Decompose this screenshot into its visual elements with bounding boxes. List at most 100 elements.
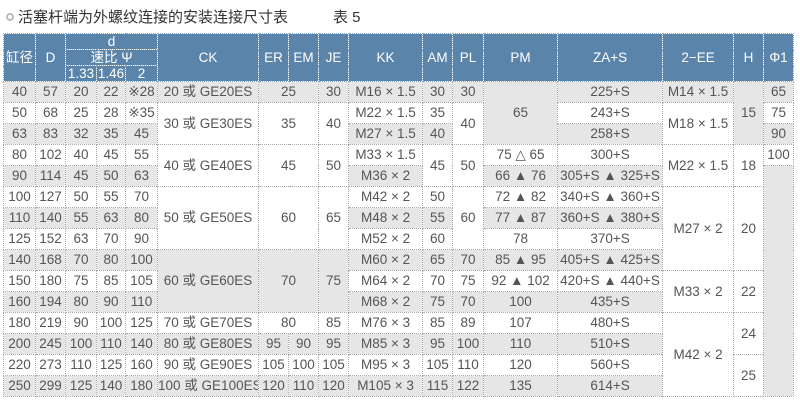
header-EM: EM bbox=[288, 33, 320, 82]
cell-KK: M64 × 2 bbox=[348, 270, 424, 292]
header-EE: 2−EE bbox=[662, 33, 735, 82]
cell-ZA: 435+S bbox=[557, 291, 664, 313]
cell-EE: M27 × 2 bbox=[662, 186, 735, 271]
cell-JE: 75 bbox=[318, 249, 350, 313]
cell-D: 168 bbox=[35, 249, 66, 271]
header-ratio-1.46: 1.46 bbox=[96, 65, 126, 82]
cell-PM: 85 ▲ 95 bbox=[483, 249, 559, 271]
cell-D: 57 bbox=[35, 81, 66, 103]
cell-PM: 110 bbox=[483, 333, 559, 355]
cell-D: 140 bbox=[35, 207, 66, 229]
cell-d-2: 105 bbox=[124, 270, 159, 292]
header-D: D bbox=[35, 33, 66, 82]
cell-bore: 40 bbox=[3, 81, 36, 103]
cell-d-1.33: 125 bbox=[65, 375, 97, 397]
cell-d-1.33: 90 bbox=[65, 312, 97, 334]
cell-d-1.33: 25 bbox=[65, 102, 97, 124]
cell-ZA: 420+S ▲ 440+S bbox=[557, 270, 664, 292]
cell-bore: 50 bbox=[3, 102, 36, 124]
cell-CK: 80 或 GE80ES bbox=[157, 333, 260, 355]
cell-bore: 80 bbox=[3, 144, 36, 166]
cell-ZA: 340+S ▲ 360+S bbox=[557, 186, 664, 208]
cell-PM: 65 bbox=[483, 81, 559, 145]
cell-bore: 63 bbox=[3, 123, 36, 145]
cell-PL: 75 bbox=[452, 270, 485, 292]
cell-CK: 70 或 GE70ES bbox=[157, 312, 260, 334]
cell-AM: 70 bbox=[422, 270, 454, 292]
cell-d-1.33: 110 bbox=[65, 354, 97, 376]
cell-D: 102 bbox=[35, 144, 66, 166]
header-CK: CK bbox=[157, 33, 260, 82]
cell-KK: M52 × 2 bbox=[348, 228, 424, 250]
cell-PM: 75 △ 65 bbox=[483, 144, 559, 166]
cell-AM: 60 bbox=[422, 228, 454, 250]
cell-KK: M36 × 2 bbox=[348, 165, 424, 187]
cell-H: 24 bbox=[733, 312, 765, 355]
cell-KK: M48 × 2 bbox=[348, 207, 424, 229]
header-bore: 缸径 bbox=[3, 33, 36, 82]
cell-CK: 60 或 GE60ES bbox=[157, 249, 260, 313]
cell-KK: M16 × 1.5 bbox=[348, 81, 424, 103]
cell-CK: 90 或 GE90ES bbox=[157, 354, 260, 376]
cell-d-1.46: 110 bbox=[96, 333, 126, 355]
cell-PL: 122 bbox=[452, 375, 485, 397]
cell-EE: M14 × 1.5 bbox=[662, 81, 735, 103]
cell-d-1.46: 55 bbox=[96, 186, 126, 208]
cell-d-2: ※35 bbox=[124, 102, 159, 124]
cell-AM: 35 bbox=[422, 102, 454, 124]
cell-AM: 115 bbox=[422, 375, 454, 397]
cell-d-1.33: 45 bbox=[65, 165, 97, 187]
cell-d-1.33: 40 bbox=[65, 144, 97, 166]
cell-D: 245 bbox=[35, 333, 66, 355]
cell-KK: M33 × 1.5 bbox=[348, 144, 424, 166]
table-row: 90 114 45 50 63 M36 × 2 66 ▲ 76 305+S ▲ 325+S bbox=[3, 165, 795, 397]
cell-d-1.46: 35 bbox=[96, 123, 126, 145]
cell-KK: M42 × 2 bbox=[348, 186, 424, 208]
cell-PM: 135 bbox=[483, 375, 559, 397]
cell-H: 20 bbox=[733, 186, 765, 271]
cell-phi: 75 bbox=[763, 102, 795, 124]
cell-bore: 140 bbox=[3, 249, 36, 271]
cell-PL: 110 bbox=[452, 354, 485, 376]
cell-EE: M42 × 2 bbox=[662, 312, 735, 397]
cell-JE: 40 bbox=[318, 102, 350, 145]
cell-PL: 40 bbox=[452, 102, 485, 145]
cell-D: 180 bbox=[35, 270, 66, 292]
cell-d-1.46: 50 bbox=[96, 165, 126, 187]
cell-KK: M95 × 3 bbox=[348, 354, 424, 376]
cell-EE: M33 × 2 bbox=[662, 270, 735, 313]
dimension-table: 缸径 D d CK ER EM JE KK AM PL PM ZA+S 2−EE… bbox=[3, 33, 795, 397]
cell-ZA: 305+S ▲ 325+S bbox=[557, 165, 664, 187]
cell-bore: 110 bbox=[3, 207, 36, 229]
table-body: 40 57 20 22 ※28 20 或 GE20ES 25 30 M16 × 1.5 30 30 6… bbox=[3, 81, 795, 397]
cell-d-2: 125 bbox=[124, 312, 159, 334]
header-PM: PM bbox=[483, 33, 559, 82]
cell-PM: 92 ▲ 102 bbox=[483, 270, 559, 292]
cell-JE: 95 bbox=[318, 333, 350, 355]
cell-D: 127 bbox=[35, 186, 66, 208]
cell-ZA: 405+S ▲ 425+S bbox=[557, 249, 664, 271]
title-text: 活塞杆端为外螺纹连接的安装连接尺寸表 bbox=[18, 9, 289, 26]
cell-phi: 90 bbox=[763, 123, 795, 145]
cell-d-2: 180 bbox=[124, 375, 159, 397]
cell-bore: 100 bbox=[3, 186, 36, 208]
cell-KK: M76 × 3 bbox=[348, 312, 424, 334]
cell-AM: 75 bbox=[422, 291, 454, 313]
cell-PL: 70 bbox=[452, 291, 485, 313]
cell-AM: 50 bbox=[422, 186, 454, 208]
cell-ZA: 300+S bbox=[557, 144, 664, 166]
cell-D: 299 bbox=[35, 375, 66, 397]
cell-PM: 66 ▲ 76 bbox=[483, 165, 559, 187]
cell-ER-EM: 35 bbox=[258, 102, 320, 145]
header-d: d bbox=[64, 33, 159, 50]
cell-D: 114 bbox=[35, 165, 66, 187]
cell-d-1.33: 100 bbox=[65, 333, 97, 355]
cell-AM: 85 bbox=[422, 312, 454, 334]
cell-ER-EM: 70 bbox=[258, 249, 320, 313]
cell-ZA: 225+S bbox=[557, 81, 664, 103]
header-ratio: 速比 Ψ bbox=[64, 49, 159, 66]
cell-AM: 30 bbox=[422, 81, 454, 103]
cell-EE: M22 × 1.5 bbox=[662, 144, 735, 187]
cell-bore: 220 bbox=[3, 354, 36, 376]
table-row: 180 219 90 100 125 70 或 GE70ES 80 85 M76 × 3 85 89… bbox=[3, 312, 794, 397]
